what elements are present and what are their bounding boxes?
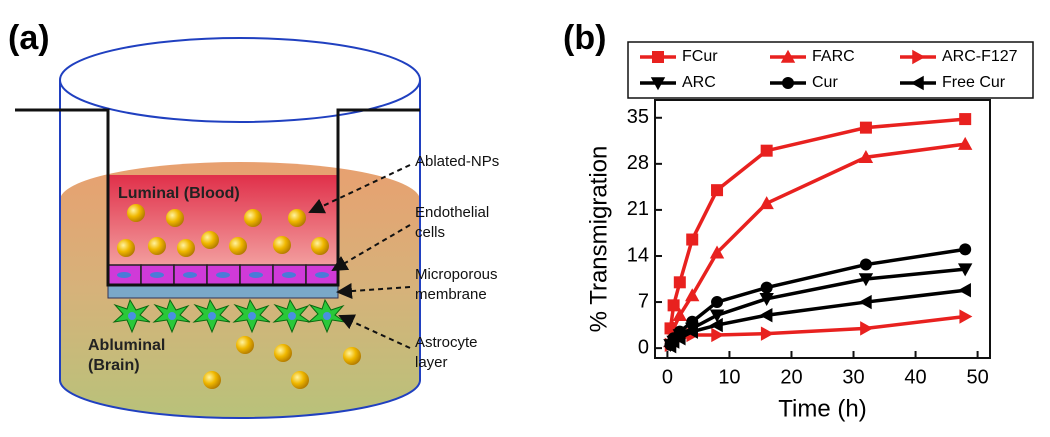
diagram-label: layer	[415, 354, 448, 371]
x-axis-label: Time (h)	[778, 395, 866, 422]
y-tick-label: 28	[627, 152, 649, 174]
point	[759, 196, 774, 210]
diagram-label: Astrocyte	[415, 334, 478, 351]
point	[709, 245, 725, 259]
x-tick-label: 30	[842, 366, 864, 388]
legend-label: FARC	[812, 48, 855, 65]
y-tick-label: 7	[638, 290, 649, 312]
diagram-label: Ablated-NPs	[415, 153, 499, 170]
point	[667, 299, 680, 312]
legend-label: FCur	[682, 48, 718, 65]
point	[959, 243, 972, 256]
point	[673, 276, 686, 289]
x-tick-label: 50	[966, 366, 988, 388]
point	[957, 263, 973, 277]
panel-label: (b)	[563, 19, 606, 57]
point	[685, 288, 700, 302]
point	[711, 296, 724, 309]
diagram-label: membrane	[415, 286, 487, 303]
diagram-label: cells	[415, 224, 445, 241]
point	[759, 308, 773, 323]
y-axis-label: % Transmigration	[585, 146, 612, 333]
point	[709, 309, 725, 323]
x-tick-label: 0	[662, 366, 673, 388]
point	[858, 150, 874, 164]
point	[760, 281, 773, 294]
point	[860, 321, 874, 336]
point	[685, 324, 698, 339]
point	[686, 233, 699, 246]
point	[858, 294, 872, 310]
compartment-label: Abluminal	[88, 337, 165, 354]
legend-label: Cur	[812, 74, 838, 91]
point	[760, 144, 773, 157]
point	[858, 273, 874, 287]
point	[711, 184, 724, 197]
legend-label: ARC	[682, 74, 716, 91]
point	[959, 309, 973, 324]
y-tick-label: 14	[627, 244, 649, 266]
point	[959, 113, 972, 126]
x-tick-label: 10	[718, 366, 740, 388]
panel-label: (a)	[8, 19, 50, 57]
point	[859, 258, 872, 271]
point	[711, 327, 725, 343]
transwell-diagram	[15, 37, 421, 419]
point	[759, 293, 774, 306]
legend-marker	[910, 75, 924, 91]
y-tick-label: 35	[627, 106, 649, 128]
point	[957, 283, 971, 298]
diagram-label: Microporous	[415, 266, 498, 283]
point	[760, 326, 774, 341]
diagram-label: Endothelial	[415, 204, 489, 221]
point	[709, 317, 723, 333]
y-tick-label: 21	[627, 198, 649, 220]
point	[859, 121, 872, 134]
x-tick-label: 40	[904, 366, 926, 388]
diagram-labels: Luminal (Blood) Abluminal (Brain) Ablated-N…	[88, 153, 499, 374]
legend-label: Free Cur	[942, 74, 1006, 91]
legend-label: ARC-F127	[942, 48, 1018, 65]
y-tick-label: 0	[638, 336, 649, 358]
legend-marker	[782, 77, 794, 89]
point	[686, 315, 699, 328]
legend-box	[627, 41, 1034, 99]
point	[957, 136, 973, 150]
point	[672, 308, 688, 321]
compartment-label: Luminal (Blood)	[118, 185, 240, 202]
legend-marker	[912, 49, 926, 65]
x-tick-label: 20	[780, 366, 802, 388]
compartment-label: (Brain)	[88, 357, 140, 374]
plot-frame	[654, 99, 991, 359]
point	[672, 331, 686, 346]
legend-marker	[780, 49, 796, 63]
legend-marker	[650, 77, 666, 91]
legend-marker	[652, 51, 664, 63]
